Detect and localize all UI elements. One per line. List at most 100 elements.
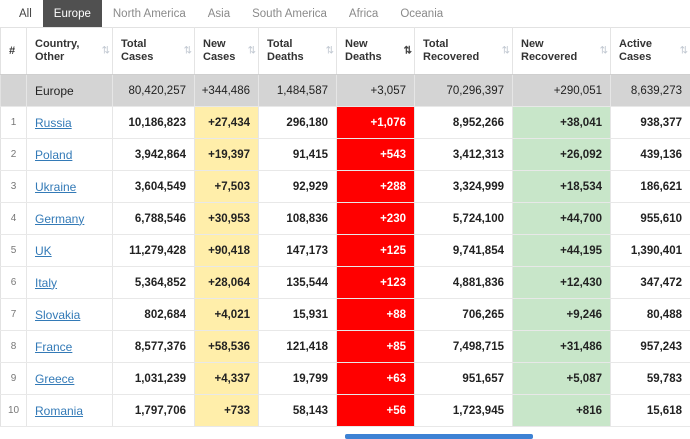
cell-new-cases: +28,064 (194, 266, 259, 299)
cell-total-recovered: 3,324,999 (414, 170, 513, 203)
country-link[interactable]: Germany (35, 211, 85, 226)
cell-new-cases: +58,536 (194, 330, 259, 363)
tab-europe[interactable]: Europe (42, 0, 102, 27)
table-body: Europe 80,420,257 +344,486 1,484,587 +3,057 7… (0, 74, 690, 427)
country-row: 1 Russia 10,186,823 +27,434 296,180 +1,076 8,9… (0, 106, 690, 139)
cell-active-cases: 938,377 (610, 106, 690, 139)
sort-arrows-icon: ⇅ (183, 45, 192, 57)
cell-country: Poland (26, 138, 113, 171)
country-link[interactable]: Russia (35, 115, 72, 130)
cell-total-deaths: 1,484,587 (258, 74, 337, 107)
column-header-total-cases[interactable]: Total Cases ⇅ (112, 27, 195, 75)
cell-new-deaths: +63 (336, 362, 415, 395)
cell-total-cases: 3,942,864 (112, 138, 195, 171)
cell-active-cases: 59,783 (610, 362, 690, 395)
cell-new-recovered: +816 (512, 394, 611, 427)
cell-total-recovered: 4,881,836 (414, 266, 513, 299)
column-header-active-cases[interactable]: Active Cases ⇅ (610, 27, 690, 75)
cell-rank: 4 (0, 202, 27, 235)
cell-new-recovered: +44,700 (512, 202, 611, 235)
cell-total-cases: 1,797,706 (112, 394, 195, 427)
cell-total-cases: 10,186,823 (112, 106, 195, 139)
column-header-country[interactable]: Country, Other ⇅ (26, 27, 113, 75)
country-link[interactable]: Slovakia (35, 307, 81, 322)
column-label: New Recovered (521, 38, 578, 63)
column-label: New Cases (203, 38, 236, 63)
cell-country: Slovakia (26, 298, 113, 331)
cell-new-cases: +27,434 (194, 106, 259, 139)
cell-active-cases: 8,639,273 (610, 74, 690, 107)
country-link[interactable]: Ukraine (35, 179, 77, 194)
cell-rank (0, 74, 27, 107)
cell-total-recovered: 8,952,266 (414, 106, 513, 139)
cell-active-cases: 80,488 (610, 298, 690, 331)
column-header-new-cases[interactable]: New Cases ⇅ (194, 27, 259, 75)
sort-arrows-icon: ⇅ (403, 45, 412, 57)
country-row: 3 Ukraine 3,604,549 +7,503 92,929 +288 3,324,9… (0, 170, 690, 203)
column-header-total-deaths[interactable]: Total Deaths ⇅ (258, 27, 337, 75)
cell-active-cases: 957,243 (610, 330, 690, 363)
country-link[interactable]: Romania (35, 403, 84, 418)
cell-total-cases: 5,364,852 (112, 266, 195, 299)
tab-north-america[interactable]: North America (112, 7, 186, 20)
cell-total-deaths: 108,836 (258, 202, 337, 235)
country-row: 5 UK 11,279,428 +90,418 147,173 +125 9,741,854… (0, 234, 690, 267)
cell-total-recovered: 5,724,100 (414, 202, 513, 235)
column-label: Total Recovered (423, 38, 480, 63)
column-header-new-recovered[interactable]: New Recovered ⇅ (512, 27, 611, 75)
cell-new-recovered: +38,041 (512, 106, 611, 139)
cell-total-cases: 80,420,257 (112, 74, 195, 107)
cell-new-deaths: +1,076 (336, 106, 415, 139)
column-label: Active Cases (619, 38, 653, 63)
cell-country: UK (26, 234, 113, 267)
cell-new-cases: +4,021 (194, 298, 259, 331)
horizontal-scrollbar-thumb[interactable] (345, 434, 533, 439)
sort-arrows-icon: ⇅ (599, 45, 608, 57)
country-link[interactable]: Italy (35, 275, 58, 290)
country-row: 10 Romania 1,797,706 +733 58,143 +56 1,723,945… (0, 394, 690, 427)
cell-rank: 10 (0, 394, 27, 427)
cell-total-deaths: 147,173 (258, 234, 337, 267)
column-label: Total Cases (121, 38, 154, 63)
tab-south-america[interactable]: South America (252, 7, 327, 20)
cell-new-cases: +4,337 (194, 362, 259, 395)
cell-country: Ukraine (26, 170, 113, 203)
cell-total-deaths: 135,544 (258, 266, 337, 299)
tab-africa[interactable]: Africa (348, 7, 379, 20)
cell-total-recovered: 3,412,313 (414, 138, 513, 171)
column-header-total-recovered[interactable]: Total Recovered ⇅ (414, 27, 513, 75)
country-row: 8 France 8,577,376 +58,536 121,418 +85 7,498,7… (0, 330, 690, 363)
tab-oceania[interactable]: Oceania (400, 7, 444, 20)
cell-new-deaths: +543 (336, 138, 415, 171)
cell-total-deaths: 92,929 (258, 170, 337, 203)
sort-arrows-icon: ⇅ (679, 45, 688, 57)
sort-arrows-icon: ⇅ (501, 45, 510, 57)
cell-country: Greece (26, 362, 113, 395)
country-row: 9 Greece 1,031,239 +4,337 19,799 +63 951,657 +5… (0, 362, 690, 395)
cell-country: Russia (26, 106, 113, 139)
cell-total-recovered: 70,296,397 (414, 74, 513, 107)
cell-new-deaths: +230 (336, 202, 415, 235)
tab-all[interactable]: All (19, 7, 32, 20)
sort-arrows-icon: ⇅ (325, 45, 334, 57)
country-link[interactable]: Greece (35, 371, 75, 386)
country-link[interactable]: UK (35, 243, 52, 258)
country-link[interactable]: Poland (35, 147, 73, 162)
column-label: Country, Other (35, 38, 80, 63)
cell-new-deaths: +123 (336, 266, 415, 299)
cell-country: France (26, 330, 113, 363)
cell-total-recovered: 1,723,945 (414, 394, 513, 427)
cell-total-recovered: 9,741,854 (414, 234, 513, 267)
cell-active-cases: 186,621 (610, 170, 690, 203)
cell-new-deaths: +56 (336, 394, 415, 427)
cell-total-deaths: 19,799 (258, 362, 337, 395)
cell-total-recovered: 951,657 (414, 362, 513, 395)
column-label: # (9, 44, 16, 57)
country-link[interactable]: France (35, 339, 73, 354)
cell-rank: 8 (0, 330, 27, 363)
column-header-new-deaths[interactable]: New Deaths ⇅ (336, 27, 415, 75)
cell-new-recovered: +5,087 (512, 362, 611, 395)
cell-new-deaths: +288 (336, 170, 415, 203)
region-tabs: All Europe North America Asia South America A… (0, 0, 690, 27)
tab-asia[interactable]: Asia (207, 7, 231, 20)
